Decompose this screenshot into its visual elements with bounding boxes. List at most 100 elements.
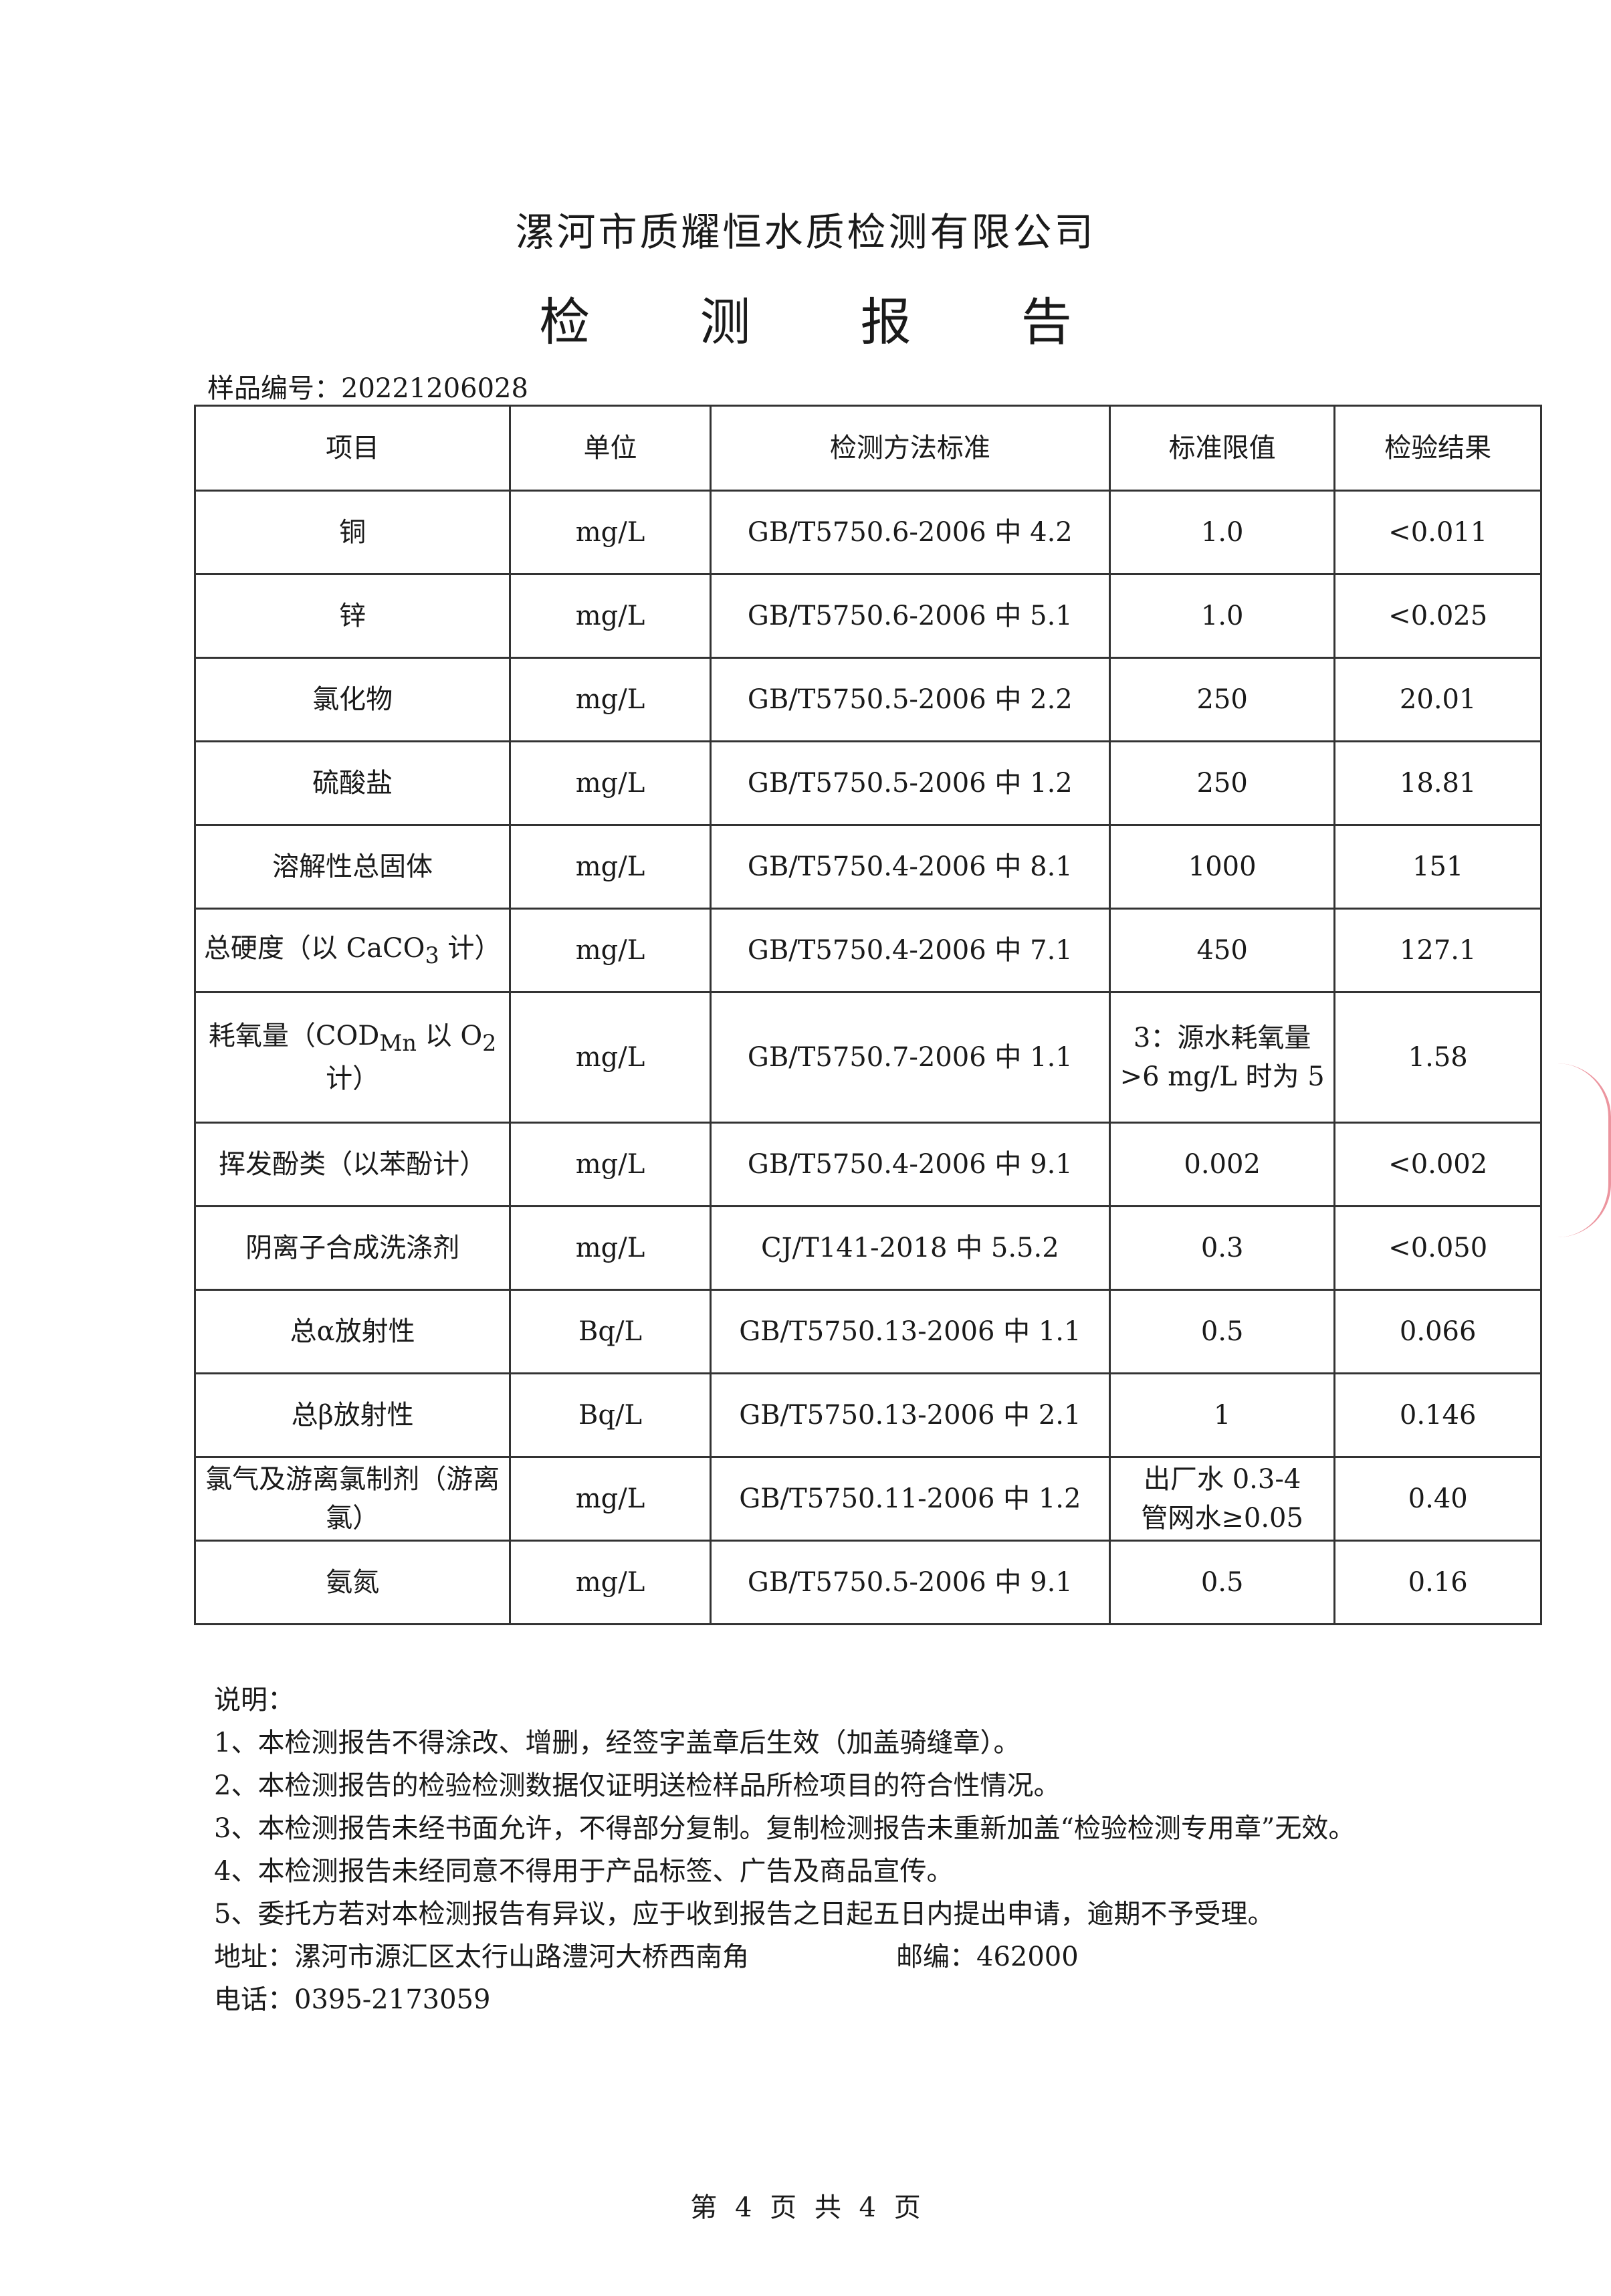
table-row: 耗氧量（CODMn 以 O2 计） mg/L GB/T5750.7-2006 中 1… <box>193 991 1542 1124</box>
limit-cell: 1.0 <box>1108 573 1336 659</box>
notes-section: 说明： 1、本检测报告不得涂改、增删，经签字盖章后生效（加盖骑缝章）。 2、本检… <box>214 1679 1355 2021</box>
result-cell: 0.16 <box>1333 1540 1542 1625</box>
item-name: 氨氮 <box>326 1567 380 1598</box>
item-cell: 铜 <box>193 490 512 575</box>
table-row: 总β放射性 Bq/L GB/T5750.13-2006 中 2.1 1 0.146 <box>193 1372 1542 1458</box>
method-cell: GB/T5750.6-2006 中 4.2 <box>709 490 1111 575</box>
item-name: 锌 <box>339 601 366 631</box>
method-cell: GB/T5750.4-2006 中 7.1 <box>709 908 1111 993</box>
column-header: 项目 <box>193 405 512 492</box>
column-header: 单位 <box>509 405 712 492</box>
unit-cell: mg/L <box>509 1122 712 1207</box>
limit-cell: 1.0 <box>1108 490 1336 575</box>
note-item: 1、本检测报告不得涂改、增删，经签字盖章后生效（加盖骑缝章）。 <box>214 1728 1021 1758</box>
result-cell: 0.146 <box>1333 1372 1542 1458</box>
table-row: 氨氮 mg/L GB/T5750.5-2006 中 9.1 0.5 0.16 <box>193 1540 1542 1625</box>
item-name: 耗氧量（CODMn 以 O2 计） <box>208 1020 497 1095</box>
unit-cell: mg/L <box>509 740 712 826</box>
limit-cell: 出厂水 0.3-4 管网水≥0.05 <box>1108 1456 1336 1542</box>
item-cell: 氯化物 <box>193 657 512 742</box>
limit-cell: 450 <box>1108 908 1336 993</box>
seal-stamp-fragment <box>1555 1063 1611 1237</box>
table-row: 阴离子合成洗涤剂 mg/L CJ/T141-2018 中 5.5.2 0.3 <0.05… <box>193 1205 1542 1291</box>
column-header: 检测方法标准 <box>709 405 1111 492</box>
method-cell: GB/T5750.5-2006 中 1.2 <box>709 740 1111 826</box>
limit-cell: 0.5 <box>1108 1540 1336 1625</box>
item-name: 总α放射性 <box>290 1316 415 1347</box>
result-cell: 151 <box>1333 824 1542 910</box>
limit-cell: 0.3 <box>1108 1205 1336 1291</box>
method-cell: GB/T5750.11-2006 中 1.2 <box>709 1456 1111 1542</box>
result-cell: 1.58 <box>1333 991 1542 1124</box>
phone: 电话：0395-2173059 <box>214 1984 491 2015</box>
table-row: 氯气及游离氯制剂（游离氯） mg/L GB/T5750.11-2006 中 1.2 出… <box>193 1456 1542 1542</box>
results-table: 项目 单位 检测方法标准 标准限值 检验结果 铜 mg/L GB/T5750.6-2… <box>193 405 1542 1625</box>
note-item: 3、本检测报告未经书面允许，不得部分复制。复制检测报告未重新加盖“检验检测专用章… <box>214 1813 1356 1844</box>
item-cell: 总α放射性 <box>193 1289 512 1374</box>
limit-cell: 250 <box>1108 740 1336 826</box>
item-cell: 硫酸盐 <box>193 740 512 826</box>
item-name: 总硬度（以 CaCO3 计） <box>203 932 502 968</box>
result-cell: 127.1 <box>1333 908 1542 993</box>
unit-cell: Bq/L <box>509 1289 712 1374</box>
result-cell: <0.050 <box>1333 1205 1542 1291</box>
note-item: 5、委托方若对本检测报告有异议，应于收到报告之日起五日内提出申请，逾期不予受理。 <box>214 1899 1275 1929</box>
item-name: 总β放射性 <box>291 1400 414 1431</box>
limit-cell: 250 <box>1108 657 1336 742</box>
notes-heading: 说明： <box>214 1685 294 1715</box>
limit-cell: 1 <box>1108 1372 1336 1458</box>
result-cell: 0.066 <box>1333 1289 1542 1374</box>
result-cell: <0.025 <box>1333 573 1542 659</box>
page-number: 第 4 页 共 4 页 <box>690 2192 921 2223</box>
limit-cell: 0.5 <box>1108 1289 1336 1374</box>
method-cell: GB/T5750.4-2006 中 9.1 <box>709 1122 1111 1207</box>
method-cell: GB/T5750.13-2006 中 1.1 <box>709 1289 1111 1374</box>
note-item: 2、本检测报告的检验检测数据仅证明送检样品所检项目的符合性情况。 <box>214 1770 1061 1801</box>
item-cell: 挥发酚类（以苯酚计） <box>193 1122 512 1207</box>
table-row: 铜 mg/L GB/T5750.6-2006 中 4.2 1.0 <0.011 <box>193 490 1542 575</box>
result-cell: <0.002 <box>1333 1122 1542 1207</box>
method-cell: GB/T5750.4-2006 中 8.1 <box>709 824 1111 910</box>
table-row: 氯化物 mg/L GB/T5750.5-2006 中 2.2 250 20.01 <box>193 657 1542 742</box>
item-cell: 氯气及游离氯制剂（游离氯） <box>193 1456 512 1542</box>
table-row: 溶解性总固体 mg/L GB/T5750.4-2006 中 8.1 1000 151 <box>193 824 1542 910</box>
method-cell: GB/T5750.13-2006 中 2.1 <box>709 1372 1111 1458</box>
table-row: 挥发酚类（以苯酚计） mg/L GB/T5750.4-2006 中 9.1 0.002… <box>193 1122 1542 1207</box>
limit-cell: 1000 <box>1108 824 1336 910</box>
table-row: 锌 mg/L GB/T5750.6-2006 中 5.1 1.0 <0.025 <box>193 573 1542 659</box>
unit-cell: mg/L <box>509 1205 712 1291</box>
unit-cell: mg/L <box>509 573 712 659</box>
unit-cell: mg/L <box>509 490 712 575</box>
item-cell: 氨氮 <box>193 1540 512 1625</box>
unit-cell: mg/L <box>509 657 712 742</box>
item-name: 阴离子合成洗涤剂 <box>245 1233 460 1263</box>
result-cell: 20.01 <box>1333 657 1542 742</box>
column-header: 标准限值 <box>1108 405 1336 492</box>
method-cell: GB/T5750.7-2006 中 1.1 <box>709 991 1111 1124</box>
column-header: 检验结果 <box>1333 405 1542 492</box>
company-name: 漯河市质耀恒水质检测有限公司 <box>515 209 1096 255</box>
unit-cell: mg/L <box>509 1456 712 1542</box>
method-cell: GB/T5750.5-2006 中 2.2 <box>709 657 1111 742</box>
item-cell: 总β放射性 <box>193 1372 512 1458</box>
postcode: 邮编：462000 <box>896 1942 1079 1972</box>
result-cell: 0.40 <box>1333 1456 1542 1542</box>
item-name: 铜 <box>339 517 366 548</box>
item-cell: 耗氧量（CODMn 以 O2 计） <box>193 991 512 1124</box>
report-title: 检 测 报 告 <box>539 292 1119 352</box>
unit-cell: mg/L <box>509 908 712 993</box>
item-name: 氯气及游离氯制剂（游离氯） <box>205 1464 500 1534</box>
method-cell: GB/T5750.6-2006 中 5.1 <box>709 573 1111 659</box>
item-name: 硫酸盐 <box>312 768 393 799</box>
unit-cell: mg/L <box>509 1540 712 1625</box>
table-row: 总α放射性 Bq/L GB/T5750.13-2006 中 1.1 0.5 0.066 <box>193 1289 1542 1374</box>
method-cell: GB/T5750.5-2006 中 9.1 <box>709 1540 1111 1625</box>
result-cell: 18.81 <box>1333 740 1542 826</box>
method-cell: CJ/T141-2018 中 5.5.2 <box>709 1205 1111 1291</box>
unit-cell: mg/L <box>509 991 712 1124</box>
sample-number: 样品编号：20221206028 <box>207 373 528 404</box>
item-name: 挥发酚类（以苯酚计） <box>219 1149 487 1180</box>
table-row: 总硬度（以 CaCO3 计） mg/L GB/T5750.4-2006 中 7.1 4… <box>193 908 1542 993</box>
limit-cell: 0.002 <box>1108 1122 1336 1207</box>
note-item: 4、本检测报告未经同意不得用于产品标签、广告及商品宣传。 <box>214 1856 954 1887</box>
